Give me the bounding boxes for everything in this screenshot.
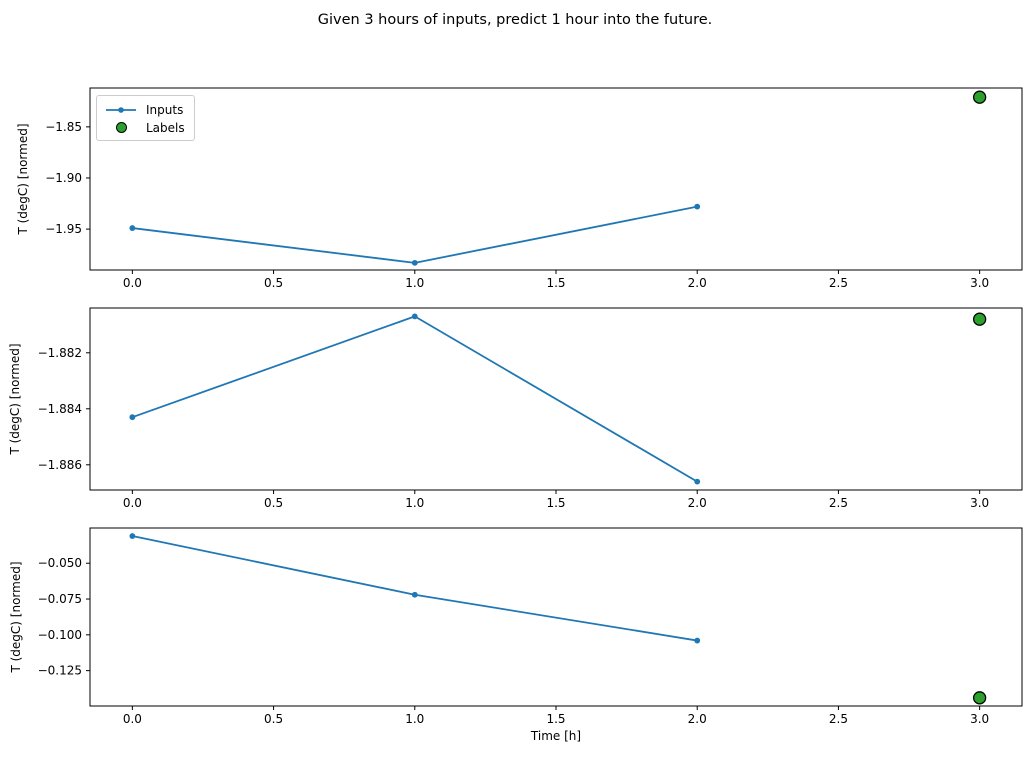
subplot-3-inputs-line — [132, 535, 698, 642]
subplot-1-y-tick-label: −1.95 — [45, 222, 82, 236]
subplot-2-x-tick-label: 1.0 — [405, 496, 424, 510]
subplot-3-x-tick-label: 1.5 — [546, 712, 565, 726]
subplot-1-x-tick-label: 0.5 — [264, 276, 283, 290]
subplot-3-y-tick-label: −0.125 — [38, 664, 82, 678]
subplot-1-x-tick-label: 1.0 — [405, 276, 424, 290]
subplot-2-inputs-line — [132, 315, 698, 483]
labels-dot-swatch-icon — [105, 122, 137, 133]
figure-title: Given 3 hours of inputs, predict 1 hour … — [317, 12, 713, 28]
subplot-2-x-tick-label: 3.0 — [970, 496, 989, 510]
subplot-3-x-tick-label: 3.0 — [970, 712, 989, 726]
subplot-2-y-tick-label: −1.882 — [38, 346, 82, 360]
legend: Inputs Labels — [96, 95, 195, 141]
y-axis-label-subplot-2: T (degC) [normed] — [8, 343, 22, 455]
subplot-2-labels-point — [972, 312, 987, 326]
subplot-3-x-tick-label: 2.5 — [829, 712, 848, 726]
y-axis-label-subplot-1: T (degC) [normed] — [16, 123, 30, 235]
subplot-1-x-tick-label: 2.0 — [688, 276, 707, 290]
subplot-2-x-tick-label: 0.0 — [123, 496, 142, 510]
subplot-2-inputs-marker — [129, 414, 136, 421]
subplot-1-inputs-marker — [694, 203, 701, 210]
subplot-3-y-tick-label: −0.075 — [38, 592, 82, 606]
subplot-1-y-tick-label: −1.85 — [45, 120, 82, 134]
subplot-2-y-tick-label: −1.884 — [38, 402, 82, 416]
subplot-3-y-tick-label: −0.050 — [38, 556, 82, 570]
subplot-2-x-tick-label: 0.5 — [264, 496, 283, 510]
subplot-1-x-tick-label: 1.5 — [546, 276, 565, 290]
subplot-1-y-tick-label: −1.90 — [45, 171, 82, 185]
subplot-1-inputs-line — [132, 205, 698, 264]
subplot-1-x-tick-label: 0.0 — [123, 276, 142, 290]
subplot-3-x-tick-label: 1.0 — [405, 712, 424, 726]
subplot-3-x-tick-label: 0.5 — [264, 712, 283, 726]
subplot-3-inputs-marker — [129, 533, 136, 539]
subplot-2-x-tick-label: 2.0 — [688, 496, 707, 510]
legend-item-labels: Labels — [105, 119, 186, 136]
subplot-1-x-tick-label: 2.5 — [829, 276, 848, 290]
subplot-2-y-tick-label: −1.886 — [38, 458, 82, 472]
subplot-1-inputs-marker — [411, 259, 418, 266]
legend-label-inputs: Inputs — [146, 102, 184, 117]
y-axis-label-subplot-3: T (degC) [normed] — [9, 561, 23, 673]
subplot-2-x-tick-label: 1.5 — [546, 496, 565, 510]
inputs-line-swatch-icon — [105, 105, 137, 115]
subplot-2-x-tick-label: 2.5 — [829, 496, 848, 510]
subplot-3-inputs-marker — [694, 637, 701, 644]
subplot-1-inputs-marker — [129, 225, 136, 231]
subplot-2-inputs-marker — [411, 313, 418, 320]
subplot-3-y-tick-label: −0.100 — [38, 628, 82, 642]
subplot-3-inputs-marker — [411, 591, 418, 598]
subplot-1-axes-frame — [89, 87, 1023, 271]
legend-label-labels: Labels — [146, 120, 185, 135]
subplot-3-x-tick-label: 2.0 — [688, 712, 707, 726]
subplot-3-labels-point — [972, 691, 987, 705]
subplot-1-labels-point — [972, 90, 987, 104]
legend-item-inputs: Inputs — [105, 101, 186, 118]
subplot-1-x-tick-label: 3.0 — [970, 276, 989, 290]
subplot-3-x-tick-label: 0.0 — [123, 712, 142, 726]
subplot-2-inputs-marker — [694, 478, 701, 485]
x-axis-label: Time [h] — [530, 729, 582, 743]
